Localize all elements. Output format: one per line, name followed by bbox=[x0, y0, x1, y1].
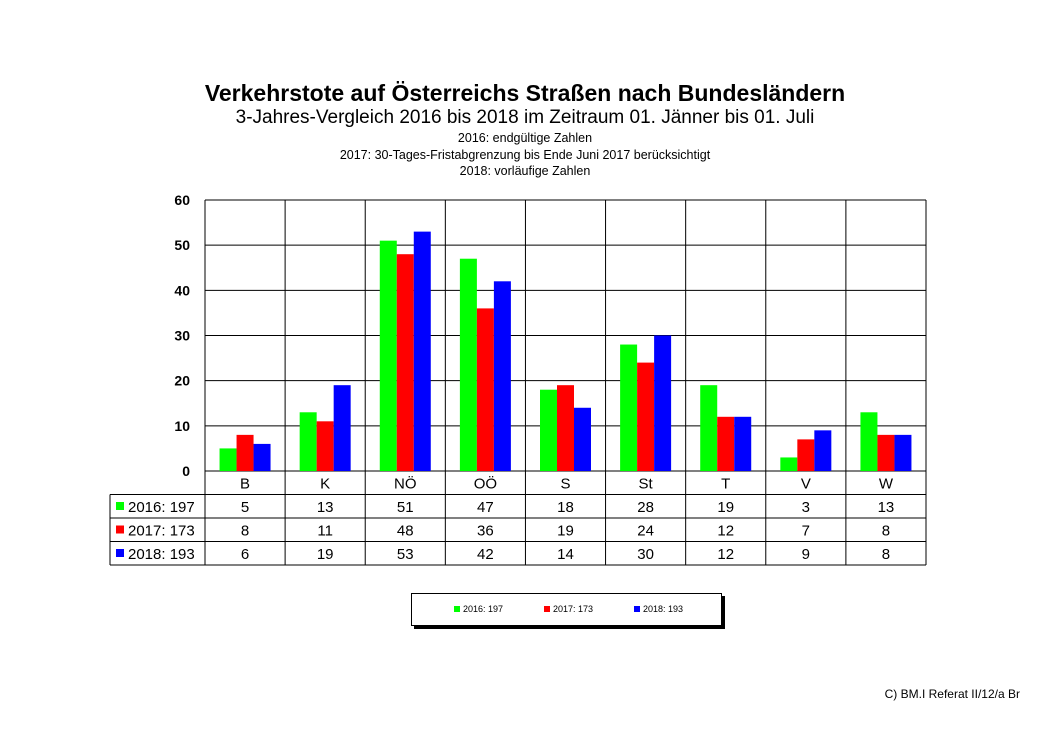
chart-title: Verkehrstote auf Österreichs Straßen nac… bbox=[204, 80, 846, 106]
bar bbox=[333, 385, 351, 471]
y-tick-label: 60 bbox=[174, 192, 190, 208]
legend-swatch-2016 bbox=[454, 606, 460, 612]
table-cell: 36 bbox=[477, 523, 494, 540]
table-series-label: 2016: 197 bbox=[128, 499, 195, 516]
table-cell: 8 bbox=[882, 546, 890, 563]
y-tick-label: 10 bbox=[174, 418, 190, 434]
bar bbox=[734, 416, 752, 471]
table-cell: 28 bbox=[637, 499, 654, 516]
x-tick-label: T bbox=[721, 476, 730, 493]
bar bbox=[654, 335, 672, 471]
table-series-label: 2018: 193 bbox=[128, 546, 195, 563]
table-cell: 3 bbox=[802, 499, 810, 516]
legend-label-2018: 2018: 193 bbox=[643, 604, 684, 614]
legend-label-2016: 2016: 197 bbox=[463, 604, 504, 614]
table-legend-swatch bbox=[116, 502, 124, 510]
legend-label-2017: 2017: 173 bbox=[553, 604, 594, 614]
bar bbox=[700, 385, 718, 471]
legend-swatch-2018 bbox=[634, 606, 640, 612]
table-cell: 48 bbox=[397, 523, 414, 540]
table-legend-swatch bbox=[116, 525, 124, 534]
note-2017: 2017: 30-Tages-Fristabgrenzung bis Ende … bbox=[339, 148, 711, 162]
table-cell: 19 bbox=[557, 523, 574, 540]
bar bbox=[637, 362, 655, 471]
table-legend-swatch bbox=[116, 549, 124, 557]
table-cell: 5 bbox=[241, 499, 249, 516]
table-cell: 18 bbox=[557, 499, 574, 516]
bar bbox=[717, 416, 735, 471]
note-2018: 2018: vorläufige Zahlen bbox=[459, 164, 591, 178]
legend-item-2016: 2016: 197 bbox=[454, 604, 503, 614]
table-cell: 12 bbox=[717, 523, 734, 540]
table-cell: 14 bbox=[557, 546, 574, 563]
table-cell: 9 bbox=[802, 546, 810, 563]
table-cell: 13 bbox=[317, 499, 334, 516]
table-cell: 11 bbox=[317, 523, 333, 540]
bar bbox=[396, 254, 414, 471]
bar bbox=[797, 439, 815, 471]
table-cell: 24 bbox=[637, 523, 654, 540]
bar bbox=[780, 457, 798, 471]
table-cell: 19 bbox=[717, 499, 734, 516]
legend-item-2017: 2017: 173 bbox=[544, 604, 593, 614]
table-cell: 47 bbox=[477, 499, 494, 516]
x-tick-label: St bbox=[639, 476, 654, 493]
bar bbox=[574, 407, 591, 471]
bar bbox=[476, 308, 494, 471]
bar bbox=[219, 448, 237, 471]
table-cell: 19 bbox=[317, 546, 334, 563]
bar bbox=[557, 385, 574, 471]
bar bbox=[894, 434, 912, 471]
y-tick-label: 40 bbox=[174, 282, 190, 298]
table-cell: 51 bbox=[397, 499, 414, 516]
y-tick-label: 20 bbox=[174, 373, 190, 389]
x-tick-label: NÖ bbox=[394, 475, 417, 493]
bar bbox=[379, 240, 397, 471]
table-cell: 7 bbox=[802, 523, 810, 540]
x-tick-label: V bbox=[801, 476, 811, 493]
table-cell: 30 bbox=[637, 546, 654, 563]
bar bbox=[540, 389, 557, 471]
bar bbox=[316, 421, 334, 471]
bar bbox=[860, 412, 878, 471]
bar bbox=[877, 434, 895, 471]
x-tick-label: S bbox=[560, 476, 570, 493]
bar bbox=[814, 430, 832, 471]
bar bbox=[413, 231, 431, 471]
table-cell: 13 bbox=[878, 499, 895, 516]
bar bbox=[253, 443, 271, 471]
note-2016: 2016: endgültige Zahlen bbox=[457, 131, 593, 145]
x-tick-label: B bbox=[240, 476, 250, 493]
table-cell: 8 bbox=[241, 523, 249, 540]
x-tick-label: OÖ bbox=[474, 475, 497, 493]
table-cell: 12 bbox=[717, 546, 734, 563]
table-series-label: 2017: 173 bbox=[128, 523, 195, 540]
x-tick-label: K bbox=[320, 476, 330, 493]
table-cell: 6 bbox=[241, 546, 249, 563]
bar bbox=[236, 434, 254, 471]
bar bbox=[620, 344, 638, 471]
legend-swatch-2017 bbox=[544, 606, 550, 612]
table-cell: 42 bbox=[477, 546, 494, 563]
y-tick-label: 30 bbox=[174, 328, 190, 344]
table-cell: 8 bbox=[882, 523, 890, 540]
bar bbox=[299, 412, 317, 471]
table-cell: 53 bbox=[397, 546, 414, 563]
bar bbox=[459, 258, 477, 471]
y-tick-label: 0 bbox=[182, 463, 190, 479]
legend: 2016: 197 2017: 173 2018: 193 bbox=[411, 593, 722, 626]
bar bbox=[493, 281, 511, 471]
legend-item-2018: 2018: 193 bbox=[634, 604, 683, 614]
copyright-text: C) BM.I Referat II/12/a Br bbox=[884, 687, 1020, 701]
x-tick-label: W bbox=[879, 476, 894, 493]
chart-subtitle: 3-Jahres-Vergleich 2016 bis 2018 im Zeit… bbox=[235, 107, 815, 128]
y-tick-label: 50 bbox=[174, 237, 190, 253]
